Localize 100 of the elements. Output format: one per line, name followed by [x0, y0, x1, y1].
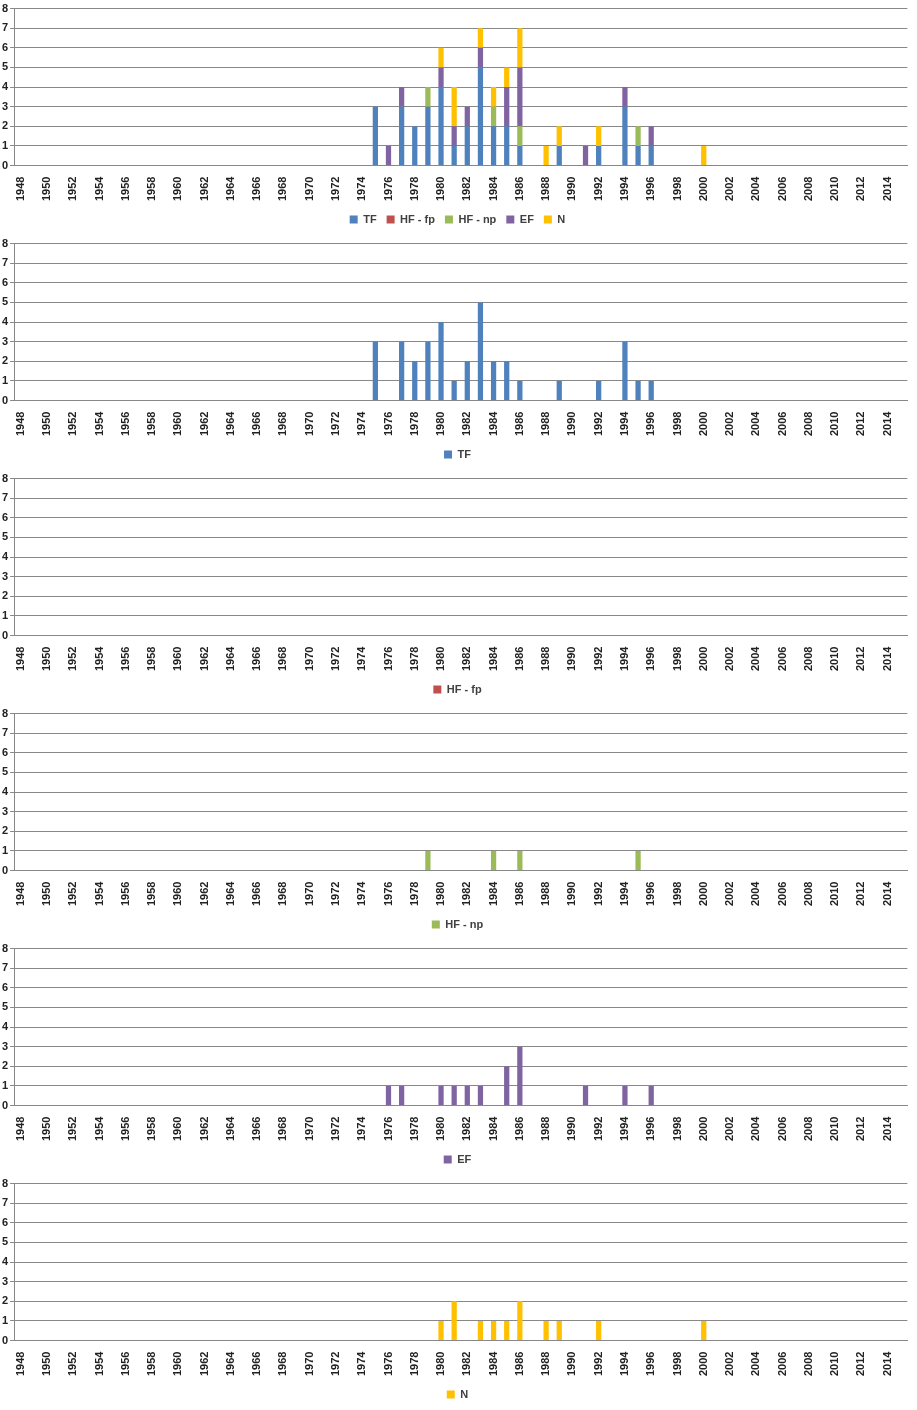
x-tick-label: 1988	[539, 646, 552, 672]
x-tick-label: 2012	[854, 646, 867, 672]
x-tick-label: 1966	[250, 1116, 263, 1142]
x-tick-label: 1948	[13, 646, 26, 672]
x-tick-label: 2006	[775, 411, 788, 437]
y-tick-label: 3	[1, 569, 9, 582]
bar	[425, 341, 431, 401]
x-tick-label: 1994	[617, 410, 630, 437]
x-tick-label: 1972	[328, 881, 341, 907]
y-tick-label: 1	[1, 138, 9, 151]
y-tick-label: 4	[1, 1020, 9, 1033]
x-tick-label: 1950	[39, 646, 52, 672]
bar	[385, 145, 392, 166]
x-tick-label: 1992	[591, 411, 604, 437]
bar	[451, 1085, 457, 1106]
x-tick-label: 1988	[539, 1351, 552, 1377]
bar	[543, 145, 549, 166]
x-tick-label: 1968	[276, 411, 289, 437]
x-tick-label: 1992	[591, 1116, 604, 1142]
bar	[372, 341, 378, 401]
bar	[490, 361, 497, 401]
x-tick-label: 1996	[644, 176, 657, 202]
x-tick-label: 1968	[276, 881, 289, 907]
x-tick-label: 1968	[276, 1351, 289, 1377]
x-tick-label: 1970	[302, 411, 315, 437]
x-tick-label: 2000	[696, 176, 709, 202]
x-tick-label: 2012	[854, 1116, 867, 1142]
x-tick-label: 1958	[145, 646, 158, 672]
legend-label: HF - fp	[446, 682, 482, 695]
bar	[451, 87, 457, 127]
y-tick-label: 8	[1, 941, 9, 954]
x-tick-label: 1962	[197, 1116, 210, 1142]
x-tick-label: 1956	[118, 176, 131, 202]
y-tick-label: 1	[1, 373, 9, 386]
legend-label: EF	[457, 1152, 472, 1165]
bar	[635, 126, 641, 146]
x-tick-label: 1948	[13, 411, 26, 437]
bar	[399, 1085, 405, 1106]
x-tick-label: 1996	[644, 411, 657, 437]
y-tick-label: 6	[1, 980, 9, 993]
y-tick-label: 8	[1, 1, 9, 14]
x-tick-label: 1988	[539, 881, 552, 907]
y-tick-label: 5	[1, 295, 9, 308]
y-tick-label: 3	[1, 1039, 9, 1052]
x-tick-label: 1950	[39, 881, 52, 907]
x-tick-label: 1996	[644, 1116, 657, 1142]
legend-label: HF - fp	[400, 212, 436, 225]
x-tick-label: 1994	[617, 645, 630, 672]
x-tick-label: 1992	[591, 1351, 604, 1377]
x-tick-label: 1982	[460, 1351, 473, 1377]
bar	[648, 1085, 654, 1106]
x-tick-label: 1952	[66, 1116, 79, 1142]
y-tick-label: 3	[1, 334, 9, 347]
bar	[438, 1085, 444, 1106]
x-tick-label: 1978	[407, 176, 420, 202]
x-tick-label: 1994	[617, 175, 630, 202]
x-tick-label: 2002	[723, 1351, 736, 1377]
y-tick-label: 5	[1, 60, 9, 73]
x-tick-label: 1956	[118, 1116, 131, 1142]
bar	[504, 87, 510, 127]
bar	[399, 341, 405, 401]
legend-label: N	[557, 212, 566, 225]
x-tick-label: 1986	[512, 881, 525, 907]
x-tick-label: 1964	[223, 410, 236, 437]
bar	[464, 1085, 470, 1106]
bar	[596, 380, 602, 401]
x-tick-label: 1962	[197, 411, 210, 437]
x-tick-label: 1990	[565, 1351, 578, 1377]
x-tick-label: 1974	[355, 1350, 368, 1377]
x-tick-label: 1990	[565, 881, 578, 907]
y-tick-label: 8	[1, 471, 9, 484]
x-tick-label: 2012	[854, 881, 867, 907]
x-tick-label: 2010	[828, 646, 841, 672]
x-tick-label: 1954	[92, 1350, 105, 1377]
y-tick-label: 4	[1, 315, 9, 328]
x-tick-label: 1998	[670, 1116, 683, 1142]
x-tick-label: 1968	[276, 176, 289, 202]
y-tick-label: 0	[1, 863, 9, 876]
bar	[517, 380, 523, 401]
x-tick-label: 1988	[539, 411, 552, 437]
x-tick-label: 1972	[328, 1116, 341, 1142]
x-tick-label: 2010	[828, 1116, 841, 1142]
bar	[477, 28, 484, 48]
bar	[477, 47, 484, 68]
x-tick-label: 1952	[66, 411, 79, 437]
bar	[648, 126, 654, 146]
y-tick-label: 7	[1, 491, 9, 504]
x-tick-label: 1984	[486, 175, 499, 202]
bar	[504, 67, 510, 88]
x-tick-label: 1954	[92, 880, 105, 907]
x-tick-label: 2000	[696, 1116, 709, 1142]
y-tick-label: 0	[1, 628, 9, 641]
x-tick-label: 2014	[880, 880, 893, 907]
x-tick-label: 2002	[723, 411, 736, 437]
legend-label: HF - np	[458, 212, 497, 225]
x-tick-label: 2006	[775, 1116, 788, 1142]
x-tick-label: 1972	[328, 646, 341, 672]
bar	[451, 126, 457, 146]
y-tick-label: 3	[1, 1274, 9, 1287]
x-tick-label: 1982	[460, 176, 473, 202]
